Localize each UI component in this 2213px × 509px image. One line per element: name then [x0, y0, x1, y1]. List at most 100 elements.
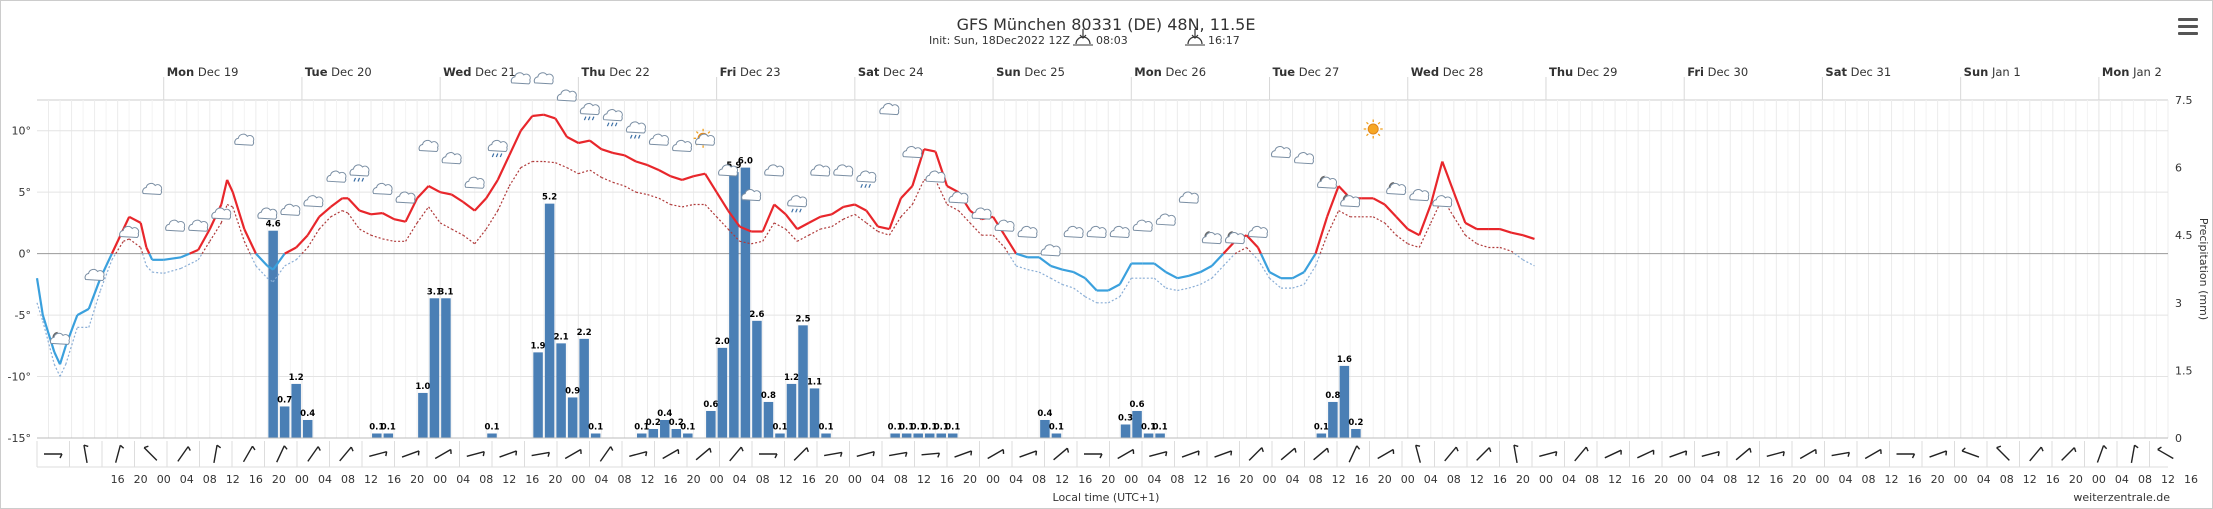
wind-shaft [1181, 450, 1200, 458]
temperature-line [122, 216, 131, 230]
temperature-line [145, 247, 151, 255]
hour-tick-label: 04 [1700, 473, 1714, 486]
wind-barb [1620, 450, 1622, 455]
wind-barb-icon [1053, 447, 1070, 461]
cloud-shape [1178, 191, 1199, 204]
dewpoint-line [1292, 283, 1305, 289]
sun-disc [1367, 123, 1379, 135]
hour-tick-label: 12 [1193, 473, 1207, 486]
dewpoint-line [751, 240, 763, 245]
wind-barb [677, 449, 680, 455]
temperature-line [519, 115, 534, 132]
precip-value-label: 3.1 [438, 287, 453, 297]
temperature-line [1084, 277, 1098, 292]
wind-barb-icon [1929, 450, 1948, 458]
temperature-line [1259, 253, 1271, 273]
dewpoint-line [1522, 259, 1535, 267]
wind-barb [839, 452, 843, 457]
temperature-line [393, 218, 406, 223]
precip-bar [947, 433, 958, 438]
dewpoint-line [128, 238, 142, 248]
cloud-shape [533, 72, 554, 85]
chart-menu-button[interactable] [2178, 18, 2198, 36]
cloud-shape [464, 176, 485, 189]
temperature-line [1418, 204, 1432, 236]
temperature-line [189, 248, 199, 255]
precip-value-label: 0.6 [703, 400, 718, 410]
wind-barb-icon [1444, 446, 1459, 462]
wind-shaft [1929, 450, 1947, 458]
dewpoint-line [42, 321, 55, 365]
temperature-line [946, 185, 960, 194]
dewpoint-line [111, 253, 117, 261]
hour-tick-label: 04 [1009, 473, 1023, 486]
cloud-shape [1270, 146, 1291, 159]
dewpoint-line [1407, 243, 1420, 249]
precip-value-label: 0.2 [669, 418, 684, 428]
wind-barb-icon [1539, 450, 1558, 458]
dewpoint-line [59, 364, 67, 377]
wind-barb [1415, 444, 1421, 447]
cloud-icon [1432, 195, 1453, 208]
wind-shaft [369, 450, 387, 458]
wind-shaft [242, 445, 254, 463]
temperature-line [428, 185, 441, 194]
precip-value-label: 0.1 [911, 422, 926, 432]
cloud-shape [1063, 225, 1084, 239]
dewpoint-line [934, 179, 948, 205]
cloud-icon [188, 219, 209, 232]
dewpoint-line [152, 271, 164, 274]
temperature-line [566, 135, 579, 144]
temperature-line [295, 234, 309, 249]
temperature-line [635, 160, 648, 167]
dewpoint-line [1153, 277, 1167, 289]
temperature-line [1326, 185, 1340, 218]
dewpoint-line [267, 277, 274, 283]
temperature-line [1165, 271, 1178, 280]
hour-tick-label: 20 [1516, 473, 1530, 486]
dewpoint-line [1464, 234, 1478, 245]
cloud-shape [1155, 213, 1176, 226]
wind-shaft [1248, 447, 1263, 461]
wind-shaft [921, 452, 940, 456]
dewpoint-line [142, 253, 147, 267]
day-label: Sat Dec 31 [1825, 65, 1891, 79]
dewpoint-line [36, 302, 44, 322]
dewpoint-line [1015, 265, 1028, 271]
wind-shaft [1701, 450, 1720, 458]
hour-tick-label: 00 [295, 473, 309, 486]
dewpoint-line [796, 234, 810, 242]
dewpoint-line [1514, 253, 1524, 261]
wind-barb [1782, 451, 1785, 457]
wind-barb-icon [276, 445, 288, 463]
wind-barb [1261, 447, 1264, 453]
hour-tick-label: 20 [1239, 473, 1253, 486]
wind-barb [709, 448, 712, 453]
precip-value-label: 0.1 [1141, 422, 1156, 432]
cloud-shape [1317, 176, 1338, 189]
temperature-line [704, 173, 718, 193]
temperature-line [128, 215, 142, 224]
wind-barb [385, 451, 388, 457]
dewpoint-line [1211, 265, 1224, 279]
hour-tick-label: 12 [1470, 473, 1484, 486]
cloud-shape [1109, 225, 1130, 239]
dewpoint-line [140, 247, 144, 254]
dewpoint-line [555, 162, 568, 169]
cloud-shape [1432, 195, 1453, 208]
cloud-icon [1063, 225, 1084, 239]
precip-bar [1316, 433, 1327, 438]
temperature-line [485, 179, 499, 199]
dewpoint-line [1338, 210, 1351, 218]
wind-shaft [793, 447, 808, 461]
cloud-shape [879, 103, 900, 116]
cloud-icon [303, 195, 324, 208]
hour-tick-label: 12 [917, 473, 931, 486]
dewpoint-line [405, 222, 418, 242]
hour-tick-label: 00 [1677, 473, 1691, 486]
dewpoint-line [1222, 253, 1236, 267]
day-label: Tue Dec 20 [305, 65, 372, 79]
hour-tick-label: 08 [341, 473, 355, 486]
wind-barb-icon [531, 451, 551, 457]
dewpoint-line [359, 228, 372, 236]
